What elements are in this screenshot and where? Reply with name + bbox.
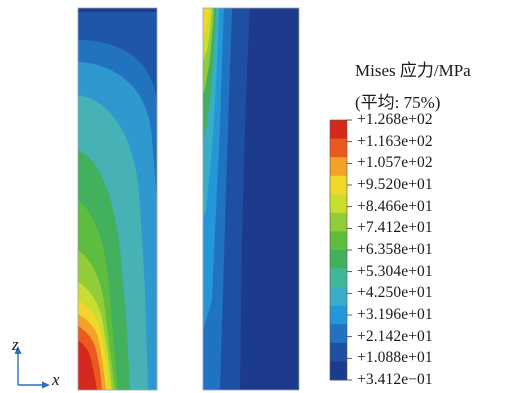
legend-tick-label: +2.142e+01 — [357, 327, 433, 345]
legend-tick-label: +8.466e+01 — [357, 197, 433, 215]
legend-subtitle: (平均: 75%) — [355, 93, 441, 112]
legend-color-band — [330, 361, 347, 381]
legend-tick-label: +3.412e−01 — [357, 371, 433, 388]
legend-color-band — [330, 342, 347, 362]
legend-color-band — [330, 231, 347, 251]
color-legend-ticks — [347, 119, 352, 381]
legend-color-band — [330, 175, 347, 195]
legend-color-band — [330, 268, 347, 288]
legend-tick-label: +3.196e+01 — [357, 306, 433, 323]
legend-tick-label: +1.163e+02 — [357, 132, 433, 150]
x-axis-label: x — [52, 370, 60, 389]
right-column-outline — [202, 7, 300, 391]
z-axis-label: z — [12, 335, 19, 354]
legend-tick-label: +1.088e+01 — [357, 349, 433, 367]
axis-triad — [14, 346, 50, 389]
legend-color-band — [330, 138, 347, 158]
legend-tick-label: +9.520e+01 — [357, 176, 433, 193]
x-axis-arrow-icon — [42, 381, 50, 389]
color-legend-bar — [329, 119, 348, 381]
legend-tick-label: +1.057e+02 — [357, 154, 433, 172]
legend-tick-label: +4.250e+01 — [357, 284, 433, 302]
left-column-outline — [77, 7, 158, 391]
right-column-contour — [203, 8, 299, 390]
left-column-contour — [78, 8, 157, 390]
legend-color-band — [330, 120, 347, 139]
legend-color-band — [330, 324, 347, 344]
legend-tick-label: +7.412e+01 — [357, 219, 433, 237]
legend-tick-label: +1.268e+02 — [357, 111, 433, 128]
legend-color-band — [330, 287, 347, 307]
legend-tick-label: +6.358e+01 — [357, 241, 433, 258]
legend-color-band — [330, 157, 347, 177]
legend-color-band — [330, 250, 347, 269]
legend-tick-label: +5.304e+01 — [357, 262, 433, 280]
z-axis-arrow-icon — [14, 346, 22, 354]
legend-color-band — [330, 194, 347, 214]
legend-title: Mises 应力/MPa — [355, 61, 471, 80]
legend-color-band — [330, 212, 347, 232]
legend-color-band — [330, 305, 347, 325]
